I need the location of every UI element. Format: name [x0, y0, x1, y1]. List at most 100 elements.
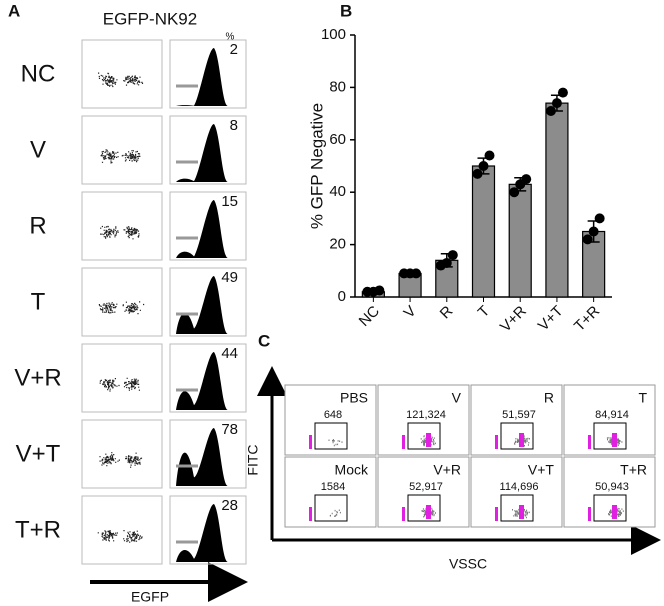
y-tick-label: 0 [338, 288, 346, 305]
replicate-point [557, 87, 568, 98]
scatter-plot-frame [81, 495, 163, 565]
cell-label: Mock [335, 462, 369, 478]
gate-count: 1584 [321, 481, 345, 493]
histogram-frame [169, 267, 247, 337]
gate-count: 52,917 [409, 481, 443, 493]
x-tick-label: NC [356, 303, 383, 330]
y-axis-label: % GFP Negative [307, 103, 326, 229]
percent-header: % [226, 32, 235, 43]
flow-plot-frame [377, 456, 470, 528]
scatter-plot-frame [81, 191, 163, 261]
row-label: V [30, 136, 46, 163]
gate [407, 494, 441, 522]
replicate-point [411, 268, 422, 279]
scatter-dots [100, 225, 140, 240]
gate-count: 121,324 [406, 409, 446, 421]
x-axis-label: VSSC [449, 556, 487, 572]
dense-events [612, 505, 617, 519]
dense-events [402, 435, 405, 449]
percent-label: 2 [230, 41, 238, 58]
dense-events [519, 505, 524, 519]
x-tick-label: V+T [535, 303, 567, 335]
gate [593, 494, 627, 522]
scatter-dots [100, 149, 141, 164]
percent-label: 28 [221, 497, 238, 514]
histogram [176, 276, 228, 334]
scatter-plot-frame [81, 115, 163, 185]
replicate-point [447, 250, 458, 261]
percent-label: 44 [221, 345, 238, 362]
y-axis-label: FITC [245, 444, 261, 475]
panel-letter: A [8, 1, 20, 20]
gate-count: 50,943 [595, 481, 629, 493]
histogram-frame [169, 419, 247, 489]
cell-label: R [544, 390, 554, 406]
bar [545, 102, 569, 298]
dense-events [495, 435, 498, 449]
histogram [176, 504, 228, 562]
panel-letter: C [258, 331, 270, 350]
gate-count: 84,914 [595, 409, 629, 421]
panel-title: EGFP-NK92 [103, 9, 197, 28]
histogram-frame [169, 343, 247, 413]
flow-dots [329, 509, 341, 517]
histogram-frame [169, 115, 247, 185]
replicate-point [521, 174, 532, 185]
replicate-point [478, 161, 489, 171]
scatter-dots [98, 301, 145, 315]
row-label: T [31, 288, 46, 315]
dense-events [519, 433, 524, 447]
percent-label: 15 [221, 193, 238, 210]
row-label: V+R [14, 364, 61, 391]
flow-plot-frame [563, 384, 656, 456]
y-tick-label: 100 [321, 26, 346, 43]
scatter-plot-frame [81, 39, 163, 109]
replicate-point [594, 213, 605, 224]
gate [407, 422, 441, 450]
row-label: V+T [16, 440, 61, 467]
histogram [176, 428, 228, 486]
bar [508, 183, 532, 298]
histogram [176, 48, 228, 106]
cell-label: T [638, 390, 647, 406]
scatter-dots [99, 377, 140, 392]
dense-events [612, 433, 617, 447]
row-label: R [29, 212, 46, 239]
histogram [176, 124, 228, 182]
scatter-plot-frame [81, 419, 163, 489]
replicate-point [582, 234, 593, 245]
row-label: NC [21, 60, 56, 87]
cell-label: V+R [433, 462, 461, 478]
y-tick-label: 80 [329, 78, 346, 95]
dense-events [309, 435, 312, 449]
gate [500, 422, 534, 450]
replicate-point [472, 168, 483, 179]
gate-count: 114,696 [500, 481, 539, 493]
gate [314, 422, 348, 450]
replicate-point [441, 257, 452, 268]
x-tick-label: V+R [497, 303, 530, 336]
gate-count: 648 [324, 409, 342, 421]
cell-label: T+R [620, 462, 647, 478]
percent-label: 8 [230, 117, 238, 134]
cell-label: PBS [340, 390, 368, 406]
dense-events [495, 507, 498, 521]
bar [471, 165, 496, 298]
y-tick-label: 40 [329, 183, 346, 200]
replicate-point [509, 187, 520, 198]
histogram-frame [169, 191, 247, 261]
row-label: T+R [15, 516, 61, 543]
percent-label: 78 [221, 421, 238, 438]
dense-events [402, 507, 405, 521]
percent-label: 49 [221, 269, 238, 286]
scatter-dots [97, 530, 143, 543]
dense-events [588, 435, 591, 449]
gate-count: 51,597 [502, 409, 536, 421]
x-tick-label: T+R [571, 303, 603, 335]
scatter-dots [99, 452, 143, 468]
scatter-plot-frame [81, 267, 163, 337]
panel-letter: B [340, 1, 352, 20]
replicate-point [484, 150, 495, 161]
y-tick-label: 20 [329, 236, 346, 253]
